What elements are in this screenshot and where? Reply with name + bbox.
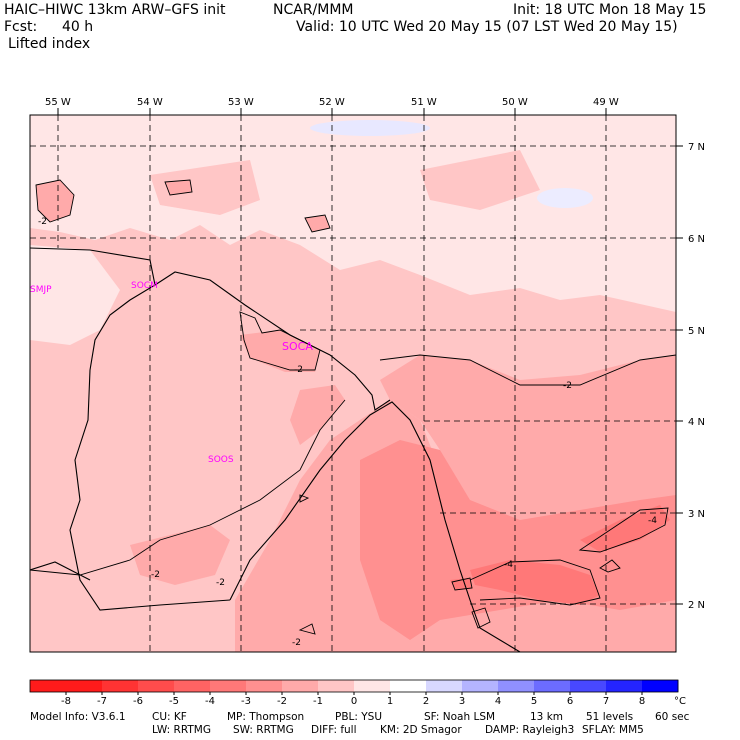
colorbar-cell — [246, 680, 283, 692]
lon-label: 51 W — [411, 97, 437, 108]
colorbar-tick-label: 3 — [459, 696, 465, 707]
contour-label: -4 — [504, 560, 513, 570]
contour-lines — [30, 179, 676, 635]
org-label: NCAR/MMM — [273, 2, 354, 18]
lon-label: 55 W — [45, 97, 71, 108]
lifted-index-map: 55 W 54 W 53 W 52 W 51 W 50 W 49 W 7 N 6… — [29, 97, 705, 653]
colorbar-tick-label: 5 — [531, 696, 537, 707]
colorbar-cell — [390, 680, 427, 692]
colorbar-tick-label: -6 — [133, 696, 143, 707]
colorbar-tick-label: 7 — [603, 696, 609, 707]
contour-label: -2 — [294, 365, 303, 375]
cu-scheme: CU: KF — [152, 711, 187, 723]
init-time: Init: 18 UTC Mon 18 May 15 — [513, 2, 707, 18]
colorbar-tick-label: 8 — [639, 696, 645, 707]
graticule — [30, 115, 676, 652]
contour-labels: -2 -2 -2 -2 -2 -2 -4 -4 — [38, 217, 657, 648]
stations: SMJP SOCM SOCA SOOS — [30, 281, 313, 465]
contour-label: -2 — [563, 381, 572, 391]
lat-label: 7 N — [688, 142, 705, 153]
colorbar-unit: °C — [674, 696, 686, 707]
timestep: 60 sec — [655, 711, 690, 723]
colorbar-cell — [30, 680, 67, 692]
colorbar-cell — [66, 680, 103, 692]
lon-label: 50 W — [502, 97, 528, 108]
contour-label: -2 — [292, 638, 301, 648]
lon-labels: 55 W 54 W 53 W 52 W 51 W 50 W 49 W — [45, 97, 619, 108]
colorbar-cell — [138, 680, 175, 692]
borders — [30, 247, 521, 652]
colorbar-tick-label: 1 — [387, 696, 393, 707]
forecast-label: Fcst: — [4, 19, 38, 35]
levels: 51 levels — [586, 711, 634, 723]
colorbar-tick-label: -7 — [97, 696, 107, 707]
forecast-hour: 40 h — [62, 19, 94, 35]
lon-label: 52 W — [319, 97, 345, 108]
lat-label: 2 N — [688, 600, 705, 611]
mp-scheme: MP: Thompson — [227, 711, 305, 723]
top-ticks — [57, 108, 683, 605]
colorbar: -8 -7 -6 -5 -4 -3 -2 -1 0 1 2 3 4 5 6 7 8 °C — [29, 679, 686, 707]
lon-label: 49 W — [593, 97, 619, 108]
lw-scheme: LW: RRTMG — [152, 724, 211, 736]
colorbar-cell — [462, 680, 499, 692]
model-info-footer: Model Info: V3.6.1 CU: KF MP: Thompson P… — [0, 711, 740, 739]
colorbar-tick-label: -5 — [169, 696, 179, 707]
lat-labels: 7 N 6 N 5 N 4 N 3 N 2 N — [688, 142, 705, 611]
colorbar-cell — [354, 680, 391, 692]
colorbar-cell — [570, 680, 607, 692]
shaded-field — [30, 115, 676, 652]
colorbar-tick-label: 6 — [567, 696, 573, 707]
colorbar-tick-label: 2 — [423, 696, 429, 707]
diffusion: DIFF: full — [311, 724, 357, 736]
station-soos: SOOS — [208, 455, 234, 465]
lat-label: 3 N — [688, 509, 705, 520]
colorbar-tick-label: -4 — [205, 696, 215, 707]
colorbar-cell — [102, 680, 139, 692]
colorbar-tick-label: -2 — [277, 696, 287, 707]
colorbar-cell — [534, 680, 571, 692]
resolution: 13 km — [530, 711, 564, 723]
damping: DAMP: Rayleigh3 — [485, 724, 575, 736]
colorbar-tick-label: 0 — [351, 696, 357, 707]
colorbar-tick-label: 4 — [495, 696, 501, 707]
colorbar-cell — [282, 680, 319, 692]
colorbar-cell — [210, 680, 247, 692]
station-socm: SOCM — [131, 281, 158, 291]
station-smjp: SMJP — [30, 285, 52, 295]
sw-scheme: SW: RRTMG — [233, 724, 294, 736]
sflay-scheme: SFLAY: MM5 — [582, 724, 644, 736]
colorbar-tick-label: -1 — [313, 696, 323, 707]
colorbar-cell — [318, 680, 355, 692]
field-name: Lifted index — [8, 36, 91, 52]
contour-label: -2 — [38, 217, 47, 227]
lat-label: 5 N — [688, 326, 705, 337]
contour-label: -4 — [648, 516, 657, 526]
colorbar-cell — [642, 680, 679, 692]
km-scheme: KM: 2D Smagor — [380, 724, 462, 736]
colorbar-tick-label: -3 — [241, 696, 251, 707]
pbl-scheme: PBL: YSU — [335, 711, 383, 723]
lat-label: 6 N — [688, 234, 705, 245]
contour-label: -2 — [151, 570, 160, 580]
colorbar-cell — [606, 680, 643, 692]
lon-label: 54 W — [137, 97, 163, 108]
model-version: Model Info: V3.6.1 — [30, 711, 126, 723]
map-frame — [29, 114, 677, 653]
station-soca: SOCA — [282, 340, 313, 353]
sf-scheme: SF: Noah LSM — [424, 711, 496, 723]
lon-label: 53 W — [228, 97, 254, 108]
valid-time: Valid: 10 UTC Wed 20 May 15 (07 LST Wed … — [296, 19, 678, 35]
colorbar-cell — [174, 680, 211, 692]
colorbar-cell — [426, 680, 463, 692]
colorbar-tick-label: -8 — [61, 696, 71, 707]
lat-label: 4 N — [688, 417, 705, 428]
contour-label: -2 — [216, 578, 225, 588]
colorbar-cell — [498, 680, 535, 692]
model-title: HAIC–HIWC 13km ARW–GFS init — [4, 2, 226, 18]
